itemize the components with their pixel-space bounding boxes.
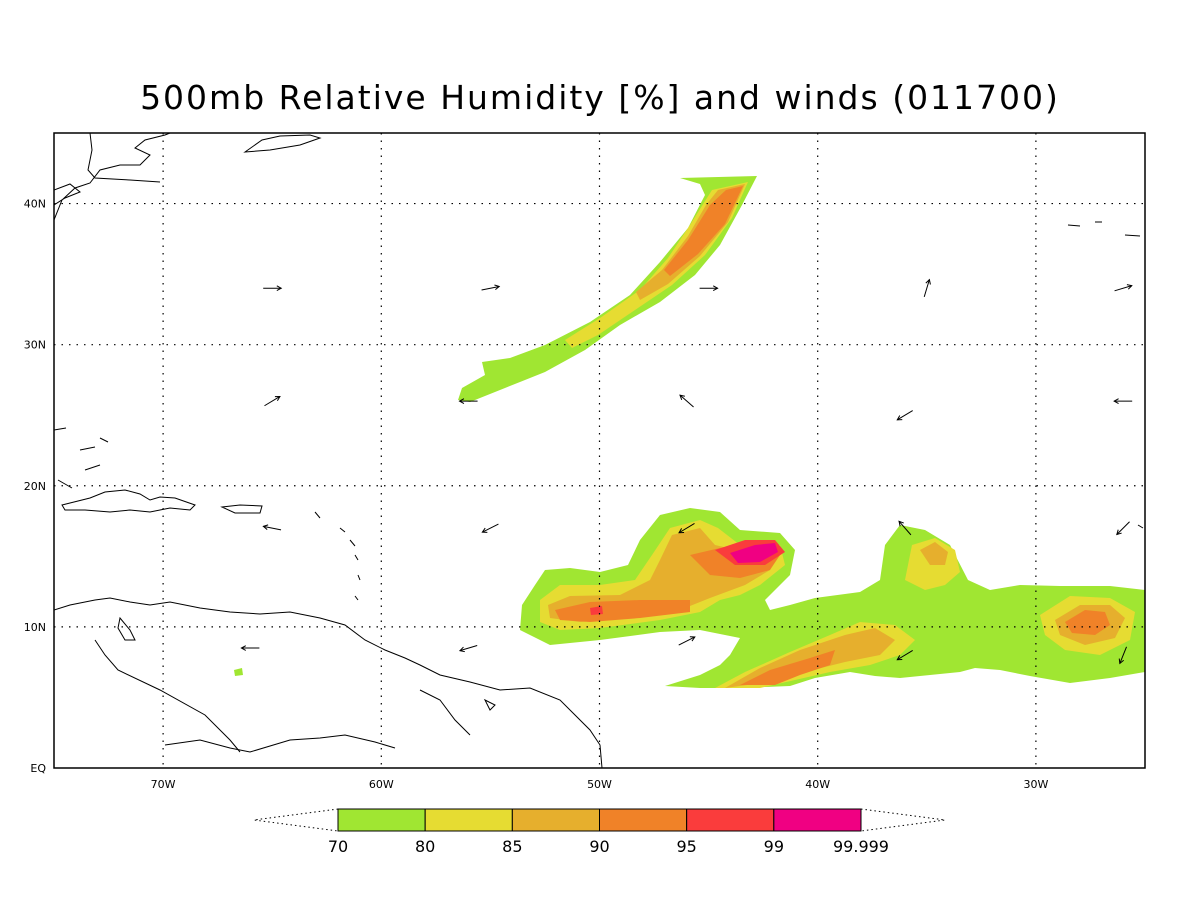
humidity-band-90 [1065,610,1110,635]
coastlines [54,133,1144,768]
colorbar-label: 70 [328,837,348,856]
coastline-venezuela-inland [94,639,241,753]
wind-arrow [458,644,478,653]
lat-tick-label: 20N [24,480,46,493]
wind-arrow [262,524,282,531]
humidity-band-95 [590,606,603,615]
map-title: 500mb Relative Humidity [%] and winds (0… [140,78,1060,117]
wind-vectors [240,278,1133,665]
wind-arrow [896,650,913,661]
colorbar-label: 85 [502,837,522,856]
lon-tick-label: 50W [587,778,612,791]
colorbar-label: 80 [415,837,435,856]
wind-arrow [263,285,283,292]
colorbar-high-extension [860,808,946,832]
humidity-band-70 [234,668,243,676]
wind-arrow [896,410,913,421]
lon-tick-label: 40W [805,778,830,791]
colorbar: 70 80 85 90 95 99 99.999 [253,808,946,856]
coastline-florida-bahamas [54,427,109,489]
coastline-lesser-antilles [314,511,361,601]
humidity-band-90 [555,600,690,622]
map-frame [53,132,1146,769]
humidity-field [234,176,1145,688]
colorbar-bin [511,808,600,832]
coastline-nova-scotia [243,134,322,153]
colorbar-label: 95 [676,837,696,856]
wind-arrow [923,278,931,297]
coastline-guianas [419,689,496,736]
humidity-band-85 [920,542,948,565]
wind-arrow [679,394,694,408]
coastline-north-america [54,133,171,221]
coastline-cuba-hispaniola [61,489,196,513]
humidity-band-90 [664,186,743,276]
gridlines: EQ 10N 20N 30N 40N 70W 60W 50W 40W 30W [24,133,1145,791]
wind-arrow [1114,284,1133,292]
lon-tick-label: 30W [1023,778,1048,791]
colorbar-bin [337,808,426,832]
wind-arrow [264,395,281,407]
coastline-lake-maracaibo [117,616,136,641]
wind-arrow [1113,398,1133,404]
colorbar-bin [599,808,688,832]
lat-tick-label: 10N [24,621,46,634]
lat-tick-label: 30N [24,339,46,352]
lon-tick-label: 60W [369,778,394,791]
humidity-band-90 [740,650,835,685]
wind-arrow [898,520,912,536]
colorbar-low-extension [253,808,339,832]
colorbar-label: 90 [589,837,609,856]
colorbar-bin [424,808,513,832]
colorbar-bin [686,808,775,832]
lat-tick-label: EQ [30,762,46,775]
coastline-azores [1067,221,1141,237]
lat-tick-label: 40N [24,198,46,211]
wind-arrow [240,645,260,651]
wind-arrow [458,398,478,404]
lon-tick-label: 70W [151,778,176,791]
coastline-south-america [54,597,603,768]
wind-arrow [699,285,719,292]
colorbar-label: 99.999 [833,837,889,856]
colorbar-label: 99 [764,837,784,856]
colorbar-bin [773,808,862,832]
wind-arrow [678,636,696,646]
wind-arrow [678,523,695,534]
wind-arrow [1118,646,1127,665]
wind-arrow [481,523,499,533]
coastline-cape-verde [1137,524,1144,529]
wind-arrow [481,284,501,291]
humidity-band-99 [730,543,778,563]
coastline-puerto-rico [220,504,263,514]
wind-arrow [1116,521,1130,536]
